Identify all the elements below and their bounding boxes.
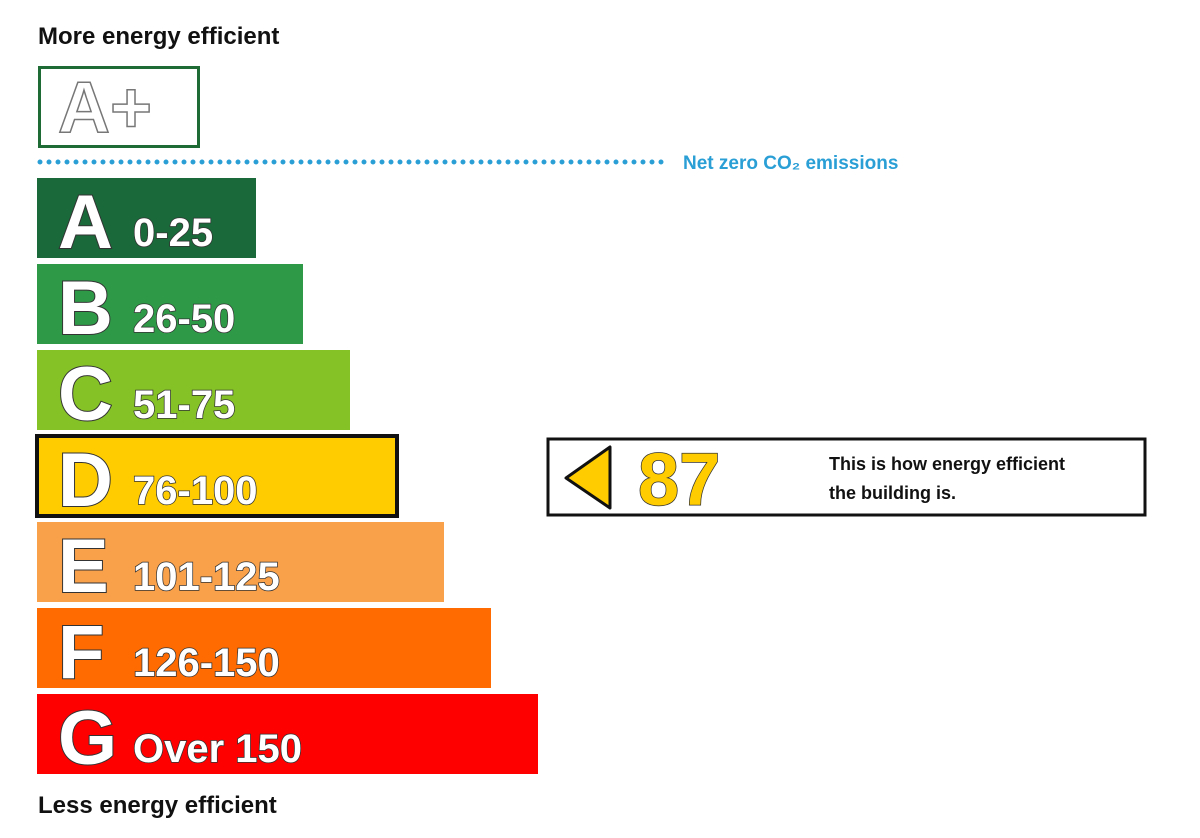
- band-bar: [35, 434, 399, 518]
- bottom-label: Less energy efficient: [38, 792, 277, 819]
- band-range: 76-100: [133, 469, 258, 513]
- band-letter: B: [58, 266, 113, 351]
- band-bar: [37, 350, 350, 430]
- top-label: More energy efficient: [38, 23, 279, 50]
- band-range: 26-50: [133, 297, 235, 341]
- band: C 51-75: [37, 350, 350, 438]
- rating-arrow: [564, 445, 612, 510]
- band-letter: C: [58, 352, 113, 437]
- band: D 76-100: [35, 434, 399, 524]
- band-bar: [37, 522, 444, 602]
- rating-box: [546, 437, 1147, 517]
- band: F 126-150: [37, 608, 491, 696]
- rating-description: the building is.: [829, 483, 956, 503]
- band-range: 0-25: [133, 211, 213, 255]
- band-range: 101-125: [133, 555, 280, 599]
- band-range: 51-75: [133, 383, 235, 427]
- rating-value: 87: [638, 438, 720, 521]
- band-letter: G: [58, 696, 117, 781]
- aplus-label: A+: [58, 68, 152, 148]
- net-zero-label: Net zero CO₂ emissions: [683, 153, 898, 174]
- band-letter: D: [58, 438, 113, 523]
- band-letter: E: [58, 524, 109, 609]
- band-range: Over 150: [133, 727, 302, 771]
- band-bar: [37, 608, 491, 688]
- band: B 26-50: [37, 264, 303, 352]
- aplus-box: [38, 66, 200, 148]
- rating-description: This is how energy efficient: [829, 454, 1065, 474]
- band-bar: [37, 178, 256, 258]
- band-letter: A: [58, 180, 113, 265]
- band-bar: [37, 694, 538, 774]
- band-letter: F: [58, 610, 104, 695]
- band: G Over 150: [37, 694, 538, 782]
- band-range: 126-150: [133, 641, 280, 685]
- band: E 101-125: [37, 522, 444, 610]
- band-bar: [37, 264, 303, 344]
- band: A 0-25: [37, 178, 256, 266]
